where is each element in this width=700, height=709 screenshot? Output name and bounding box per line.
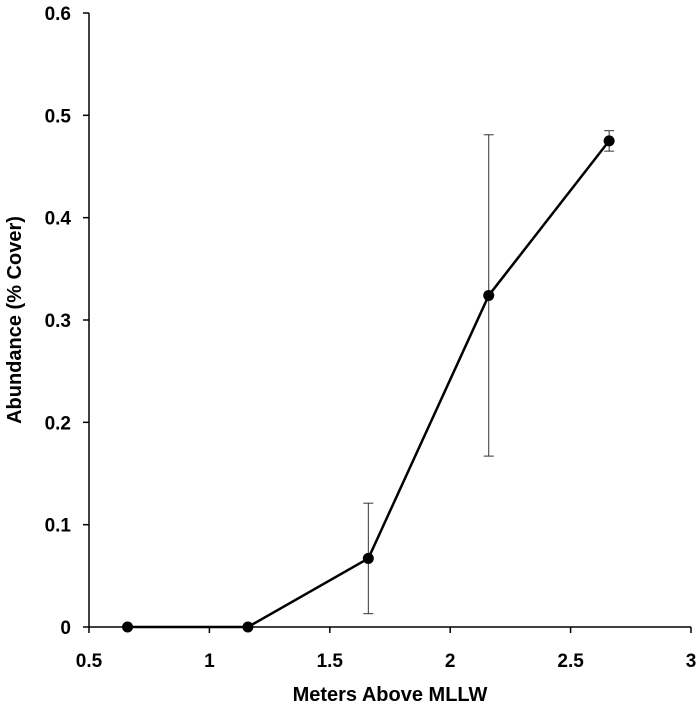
data-point	[362, 552, 374, 564]
x-tick-label: 1.5	[317, 651, 344, 672]
data-point	[122, 621, 134, 633]
y-axis-ticks: 0 0.1 0.2 0.3 0.4 0.5 0.6	[45, 4, 89, 639]
x-axis-ticks: 0.5 1 1.5 2 2.5 3	[76, 627, 697, 672]
data-points	[122, 135, 615, 633]
data-point	[603, 135, 615, 147]
data-point	[242, 621, 254, 633]
y-tick-label: 0.3	[45, 311, 71, 332]
x-tick-label: 1	[204, 651, 215, 672]
y-axis-title: Abundance (% Cover)	[4, 216, 26, 424]
x-tick-label: 2	[445, 651, 456, 672]
data-point	[483, 289, 495, 301]
y-tick-label: 0.4	[45, 209, 72, 230]
y-tick-label: 0.1	[45, 516, 72, 537]
y-tick-label: 0.2	[45, 413, 71, 434]
x-tick-label: 2.5	[557, 651, 584, 672]
error-bars	[363, 130, 615, 615]
x-tick-label: 0.5	[76, 651, 103, 672]
x-tick-label: 3	[686, 651, 697, 672]
x-axis-title: Meters Above MLLW	[293, 684, 488, 706]
y-tick-label: 0	[60, 618, 71, 639]
y-tick-label: 0.5	[45, 106, 72, 127]
y-tick-label: 0.6	[45, 4, 71, 25]
